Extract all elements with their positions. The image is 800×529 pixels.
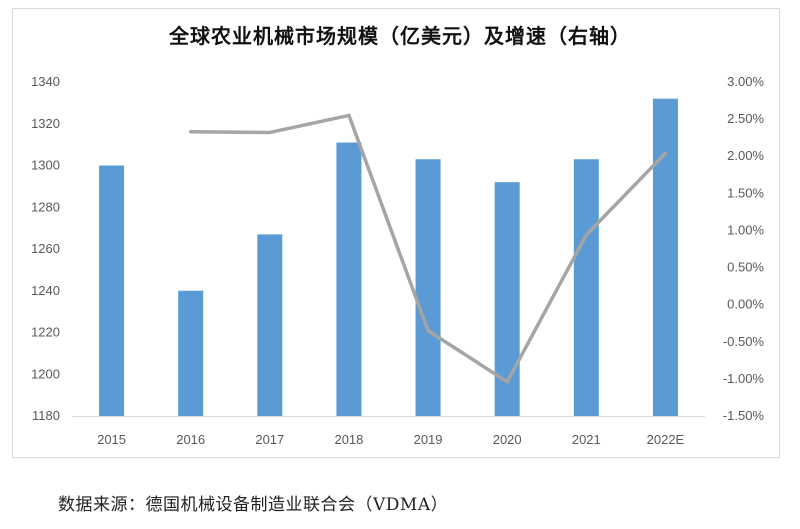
y-right-tick-label: 0.00% xyxy=(727,297,764,312)
y-left-tick-label: 1200 xyxy=(31,366,60,381)
y-left-tick-label: 1280 xyxy=(31,199,60,214)
y-left-tick-label: 1240 xyxy=(31,283,60,298)
chart-frame xyxy=(12,8,780,458)
bar xyxy=(573,159,599,417)
y-left-tick-label: 1300 xyxy=(31,158,60,173)
bar xyxy=(178,290,204,416)
bar xyxy=(99,165,125,416)
y-right-tick-label: 2.00% xyxy=(727,148,764,163)
chart-title: 全球农业机械市场规模（亿美元）及增速（右轴） xyxy=(169,24,631,48)
x-tick-label: 2022E xyxy=(647,432,685,447)
y-right-tick-label: -1.00% xyxy=(723,371,765,386)
y-left-tick-label: 1340 xyxy=(31,74,60,89)
x-tick-label: 2017 xyxy=(255,432,284,447)
x-tick-label: 2016 xyxy=(176,432,205,447)
growth-point xyxy=(663,151,667,155)
growth-point xyxy=(426,329,430,333)
growth-point xyxy=(505,380,509,384)
bar xyxy=(257,234,283,416)
x-tick-label: 2015 xyxy=(97,432,126,447)
y-right-tick-label: 2.50% xyxy=(727,111,764,126)
x-tick-label: 2019 xyxy=(414,432,443,447)
y-right-tick-label: 0.50% xyxy=(727,260,764,275)
growth-point xyxy=(268,130,272,134)
x-tick-label: 2018 xyxy=(334,432,363,447)
source-note: 数据来源：德国机械设备制造业联合会（VDMA） xyxy=(58,495,449,515)
growth-point xyxy=(347,113,351,117)
chart-plot: 1180 1200 1220 1240 1260 1280 1300 1320 1340 -1.5… xyxy=(31,74,765,447)
y-right-tick-label: 1.00% xyxy=(727,222,764,237)
x-tick-label: 2021 xyxy=(572,432,601,447)
y-left-tick-label: 1180 xyxy=(32,408,60,423)
growth-point xyxy=(584,233,588,237)
y-left-tick-label: 1260 xyxy=(31,241,60,256)
bar xyxy=(336,142,362,416)
y-right-tick-label: 3.00% xyxy=(727,74,764,89)
y-right-tick-label: 1.50% xyxy=(727,185,764,200)
y-right-tick-label: -0.50% xyxy=(723,334,765,349)
x-tick-label: 2020 xyxy=(493,432,522,447)
y-left-tick-label: 1320 xyxy=(31,116,60,131)
bar xyxy=(652,98,678,416)
y-left-tick-label: 1220 xyxy=(31,325,60,340)
bar xyxy=(415,159,441,417)
y-right-tick-label: -1.50% xyxy=(723,408,765,423)
growth-point xyxy=(189,130,193,134)
